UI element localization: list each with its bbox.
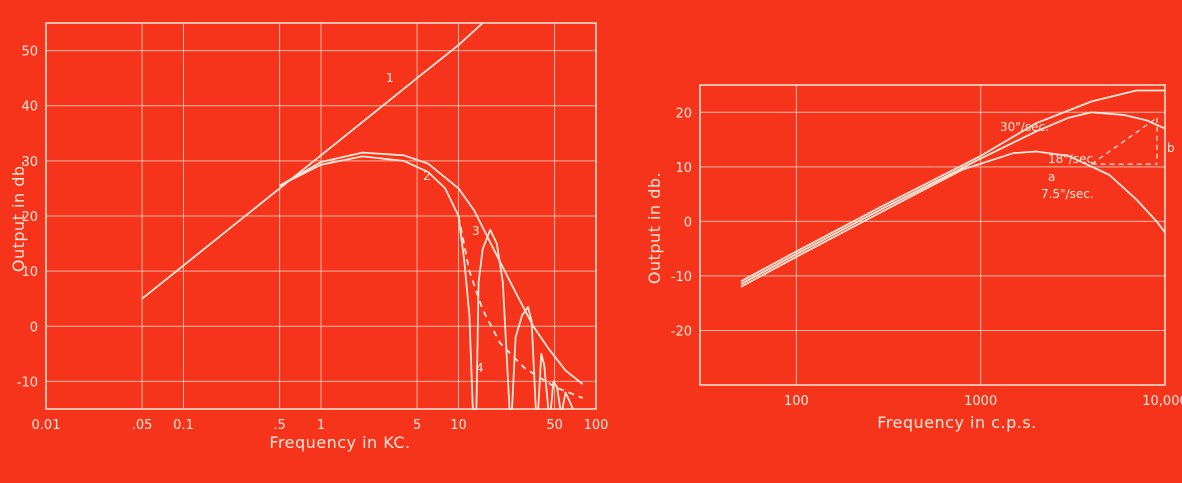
chart-frequency-cps: -20 -10 0 10 20 100 1000 10,000 Frequency in c… (645, 84, 1182, 432)
series-line-2 (279, 151, 584, 385)
grid (700, 85, 1166, 385)
x-tick-label: 10,000 (1142, 394, 1182, 409)
x-tick-label: 0.1 (173, 418, 194, 433)
series-line-4 (457, 215, 584, 399)
series-line-1 (740, 89, 1165, 283)
y-tick-label: 40 (21, 100, 38, 115)
series-label-3: 3 (472, 224, 480, 238)
series-label-7-5: 7.5"/sec. (1041, 187, 1094, 201)
y-axis-title: Output in db. (9, 160, 28, 272)
series-line-1 (141, 22, 484, 300)
y-tick-label: 20 (675, 106, 692, 121)
x-tick-label: .5 (273, 418, 285, 433)
y-tick-label: 0 (30, 320, 38, 335)
y-tick-label: 10 (21, 265, 38, 280)
y-tick-label: 10 (675, 161, 692, 176)
y-tick-label: 0 (684, 215, 692, 230)
dashed-line-a-to-b (1091, 117, 1158, 165)
x-tick-label: 1 (317, 418, 325, 433)
x-tick-label: 0.01 (32, 418, 61, 433)
y-tick-label: 20 (21, 210, 38, 225)
series-group (740, 89, 1166, 288)
series-line-3 (740, 150, 1166, 288)
annotation-b: b (1167, 141, 1175, 155)
y-tick-label: -20 (671, 324, 692, 339)
x-tick-labels: 100 1000 10,000 (784, 394, 1182, 409)
series-line-2 (740, 111, 1166, 285)
series-label-30: 30"/sec. (1000, 120, 1049, 134)
y-tick-labels: -10 0 10 20 30 40 50 (17, 45, 38, 391)
y-tick-label: -10 (17, 375, 38, 390)
y-tick-label: 30 (21, 155, 38, 170)
grid (45, 23, 597, 409)
plot-frame (699, 84, 1166, 386)
series-label-4: 4 (476, 361, 484, 375)
x-axis-title: Frequency in KC. (269, 433, 410, 452)
x-tick-label: 100 (784, 394, 809, 409)
annotation-a: a (1048, 170, 1055, 184)
x-tick-label: 1000 (964, 394, 997, 409)
annotation-group (1091, 117, 1158, 165)
x-tick-label: 100 (584, 418, 609, 433)
x-tick-label: 10 (450, 418, 467, 433)
chart-frequency-kc: -10 0 10 20 30 40 50 0.01 .05 0.1 .5 1 5 10 50 100 Fre… (9, 22, 609, 452)
x-tick-labels: 0.01 .05 0.1 .5 1 5 10 50 100 (32, 418, 609, 433)
y-tick-labels: -20 -10 0 10 20 (671, 106, 692, 339)
plot-frame (45, 22, 597, 410)
y-tick-label: 50 (21, 45, 38, 60)
series-label-2: 2 (423, 169, 431, 183)
series-label-18: 18"/sec. (1048, 152, 1097, 166)
x-tick-label: .05 (132, 418, 153, 433)
x-tick-label: 50 (546, 418, 563, 433)
y-axis-title: Output in db. (645, 172, 664, 284)
x-tick-label: 5 (413, 418, 421, 433)
series-group (141, 22, 584, 410)
series-line-3 (279, 155, 574, 410)
series-label-1: 1 (386, 71, 394, 85)
x-axis-title: Frequency in c.p.s. (877, 413, 1036, 432)
y-tick-label: -10 (671, 270, 692, 285)
